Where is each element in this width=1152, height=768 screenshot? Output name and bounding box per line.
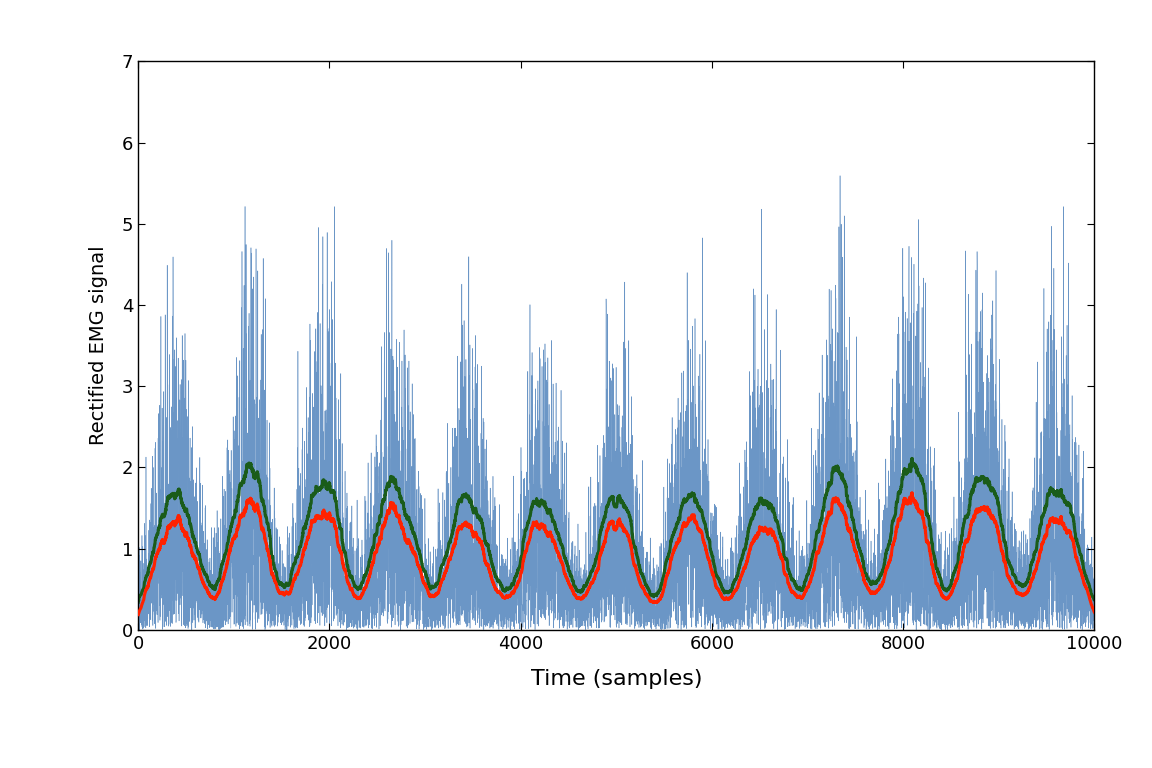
X-axis label: Time (samples): Time (samples)	[531, 669, 702, 690]
Y-axis label: Rectified EMG signal: Rectified EMG signal	[89, 246, 108, 445]
